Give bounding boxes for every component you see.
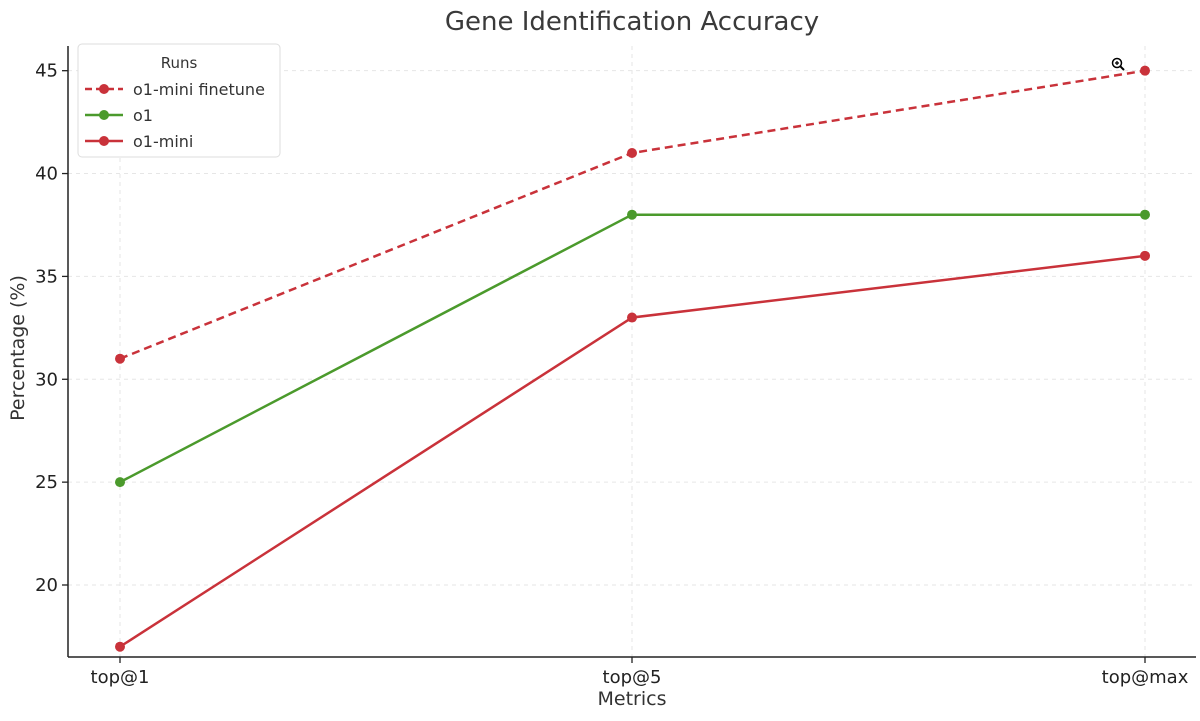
data-point — [627, 312, 637, 323]
data-point — [627, 147, 637, 158]
y-tick-label: 40 — [35, 164, 58, 185]
grid-lines — [68, 46, 1196, 657]
data-point — [1140, 65, 1150, 76]
legend-title: Runs — [161, 54, 198, 72]
x-tick-label: top@1 — [91, 667, 150, 688]
legend-swatch-marker — [99, 110, 109, 120]
x-tick-label: top@max — [1102, 667, 1189, 688]
zoom-in-cursor-icon — [1111, 57, 1125, 71]
legend: Runs o1-mini finetune o1 o1-mini — [77, 43, 281, 158]
y-tick-label: 25 — [35, 472, 58, 493]
legend-box — [77, 43, 281, 158]
x-tick-label: top@5 — [603, 667, 662, 688]
legend-entry-label: o1-mini finetune — [133, 80, 265, 99]
legend-entry-label: o1 — [133, 106, 153, 125]
legend-swatch-marker — [99, 136, 109, 146]
y-tick-label: 30 — [35, 369, 58, 390]
series-o1 — [115, 209, 1150, 488]
data-point — [115, 641, 125, 652]
legend-swatch-marker — [99, 84, 109, 94]
y-tick-label: 45 — [35, 61, 58, 82]
y-tick-label: 20 — [35, 575, 58, 596]
data-point — [115, 353, 125, 364]
data-point — [627, 209, 637, 220]
series-o1-mini — [115, 250, 1150, 652]
legend-entry-label: o1-mini — [133, 132, 193, 151]
chart-title: Gene Identification Accuracy — [445, 7, 819, 37]
series-group — [115, 65, 1150, 652]
series-o1-mini-finetune — [115, 65, 1150, 364]
data-point — [115, 477, 125, 488]
data-point — [1140, 250, 1150, 261]
y-tick-label: 35 — [35, 266, 58, 287]
x-ticks: top@1 top@5 top@max — [91, 657, 1189, 688]
x-axis-label: Metrics — [598, 688, 667, 710]
y-ticks: 20 25 30 35 40 45 — [35, 61, 68, 596]
data-point — [1140, 209, 1150, 220]
y-axis-label: Percentage (%) — [7, 275, 29, 421]
